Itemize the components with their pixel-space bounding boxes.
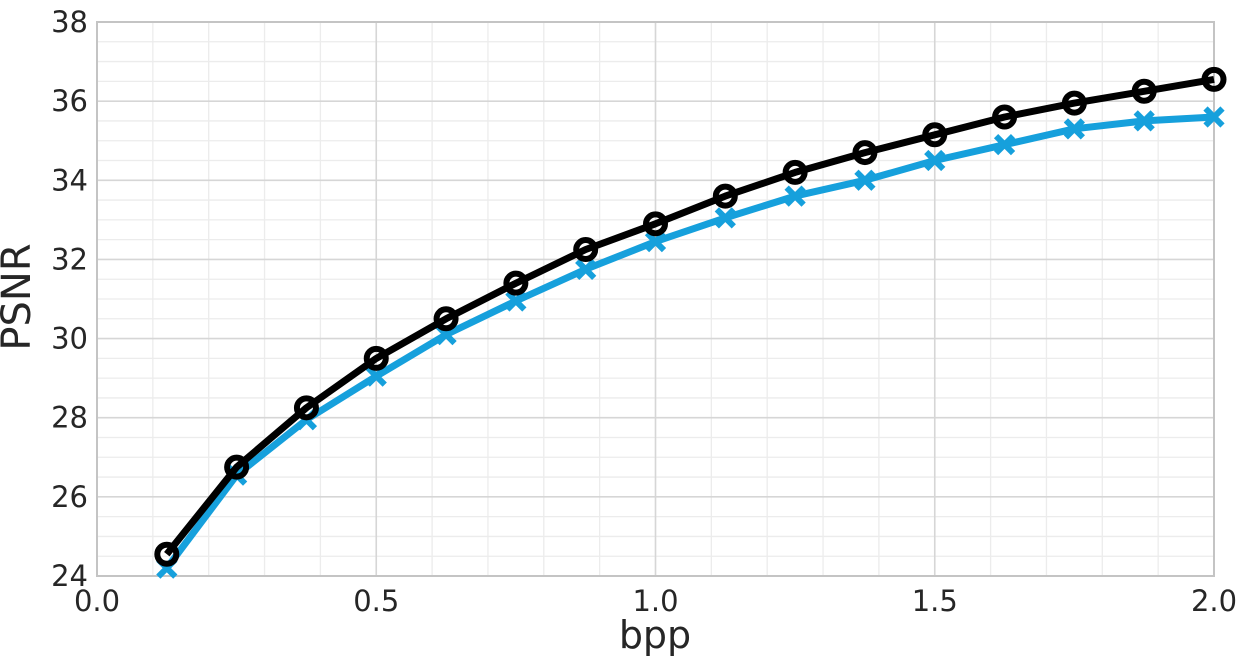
- marker-circle: [363, 345, 389, 371]
- x-tick-label: 1.5: [912, 584, 958, 618]
- y-tick-label: 34: [51, 163, 88, 197]
- series-line-black-circle-series: [164, 75, 1215, 557]
- marker-x: [644, 230, 667, 253]
- marker-x: [993, 134, 1016, 156]
- marker-x: [714, 207, 736, 229]
- y-tick-label: 24: [51, 559, 88, 593]
- marker-x: [1133, 110, 1155, 132]
- y-tick-label: 26: [51, 480, 88, 514]
- plot-border: [96, 21, 1215, 577]
- marker-x: [1203, 106, 1225, 128]
- marker-x: [575, 258, 597, 280]
- y-tick-label: 38: [51, 5, 88, 39]
- x-axis-label: bpp: [619, 613, 691, 657]
- series-line-blue-x-series: [164, 113, 1215, 571]
- marker-x: [365, 365, 387, 387]
- marker-circle: [154, 541, 180, 567]
- marker-x: [924, 149, 946, 172]
- y-tick-label: 30: [51, 322, 88, 356]
- marker-circle: [573, 237, 599, 263]
- marker-x: [784, 185, 806, 207]
- x-tick-label: 2.0: [1191, 584, 1237, 618]
- x-tick-label: 1.0: [632, 584, 678, 618]
- marker-x: [854, 169, 876, 191]
- marker-circle: [293, 395, 319, 421]
- marker-circle: [643, 211, 668, 237]
- marker-circle: [1061, 90, 1087, 116]
- marker-circle: [782, 159, 808, 185]
- marker-circle: [224, 454, 250, 480]
- plot-area: 0.0 0.5 1.0 1.5 2.0 24 26 28 30 32 34 36 38: [51, 5, 1237, 618]
- y-axis-label: PSNR: [0, 243, 40, 350]
- marker-circle: [1201, 66, 1227, 92]
- x-tick-label: 0.0: [74, 584, 120, 618]
- marker-circle: [852, 140, 878, 166]
- y-tick-label: 36: [51, 84, 88, 118]
- y-tick-label: 28: [51, 401, 88, 435]
- marker-circle: [992, 104, 1018, 130]
- marker-x: [505, 290, 527, 312]
- marker-circle: [503, 270, 529, 296]
- marker-x: [1063, 118, 1086, 140]
- marker-circle: [1131, 78, 1157, 104]
- x-tick-label: 0.5: [353, 584, 399, 618]
- marker-circle: [712, 183, 738, 209]
- marker-circle: [433, 306, 459, 332]
- y-tick-label: 32: [51, 242, 88, 276]
- marker-circle: [922, 122, 948, 148]
